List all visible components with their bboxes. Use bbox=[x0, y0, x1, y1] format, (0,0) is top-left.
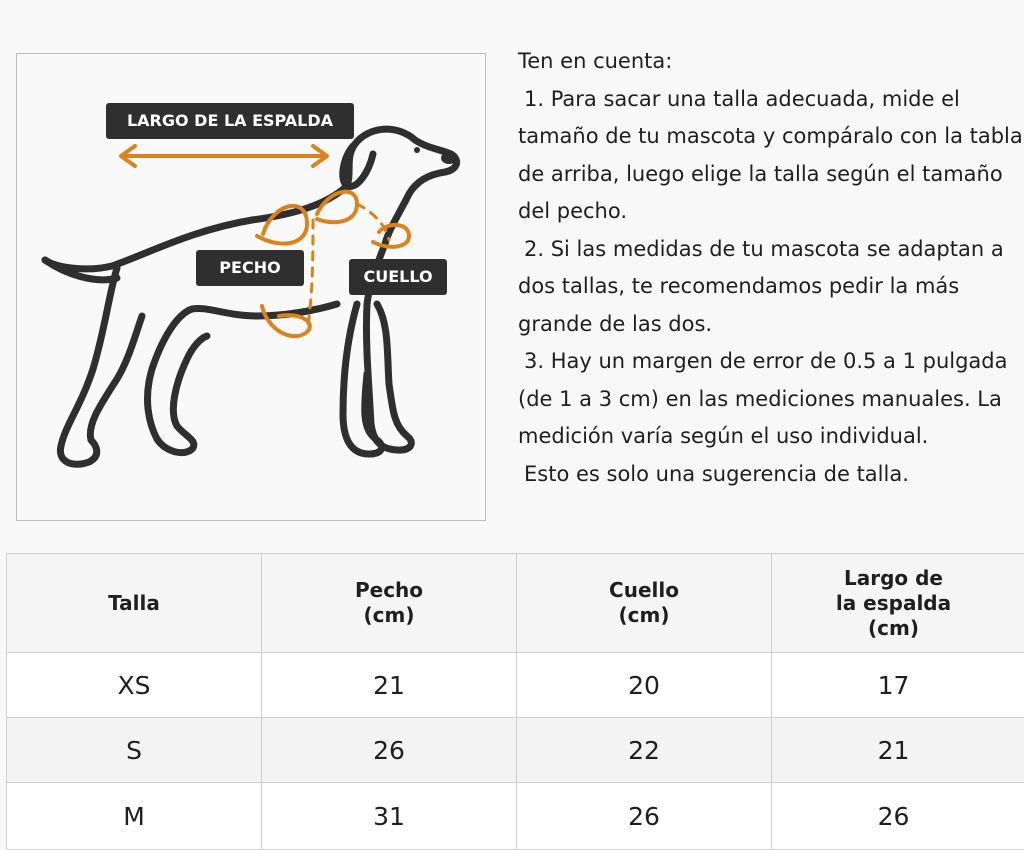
dog-nose bbox=[441, 152, 457, 164]
cell-back-length: 21 bbox=[772, 718, 1024, 783]
cell-back-length: 26 bbox=[772, 783, 1024, 850]
cell-size: S bbox=[7, 718, 262, 783]
cell-neck: 22 bbox=[517, 718, 772, 783]
neck-dashed-line bbox=[357, 204, 389, 240]
header-size: Talla bbox=[7, 554, 262, 653]
cell-size: M bbox=[7, 783, 262, 850]
size-notes: Ten en cuenta: 1. Para sacar una talla a… bbox=[518, 43, 1024, 493]
cell-chest: 31 bbox=[262, 783, 517, 850]
notes-footer: Esto es solo una sugerencia de talla. bbox=[518, 456, 1024, 494]
size-chart-table: Talla Pecho (cm) Cuello (cm) Largo de la… bbox=[6, 553, 1024, 850]
table-header-row: Talla Pecho (cm) Cuello (cm) Largo de la… bbox=[7, 554, 1024, 653]
header-back-length: Largo de la espalda (cm) bbox=[772, 554, 1024, 653]
cell-back-length: 17 bbox=[772, 653, 1024, 718]
table-row: XS 21 20 17 bbox=[7, 653, 1024, 718]
dog-eye bbox=[414, 147, 420, 153]
note-item-3: 3. Hay un margen de error de 0.5 a 1 pul… bbox=[518, 343, 1024, 456]
table-row: M 31 26 26 bbox=[7, 783, 1024, 850]
chest-dashed-line bbox=[307, 220, 313, 332]
chest-label: PECHO bbox=[196, 250, 304, 286]
cell-chest: 26 bbox=[262, 718, 517, 783]
notes-heading: Ten en cuenta: bbox=[518, 43, 1024, 81]
note-text-3: 3. Hay un margen de error de 0.5 a 1 pul… bbox=[518, 349, 1007, 448]
neck-label: CUELLO bbox=[349, 259, 447, 295]
header-neck: Cuello (cm) bbox=[517, 554, 772, 653]
cell-chest: 21 bbox=[262, 653, 517, 718]
table-row: S 26 22 21 bbox=[7, 718, 1024, 783]
note-text-2: 2. Si las medidas de tu mascota se adapt… bbox=[518, 237, 1004, 336]
note-item-2: 2. Si las medidas de tu mascota se adapt… bbox=[518, 231, 1024, 344]
cell-size: XS bbox=[7, 653, 262, 718]
note-text-1: 1. Para sacar una talla adecuada, mide e… bbox=[518, 87, 1023, 224]
dog-measurement-diagram: LARGO DE LA ESPALDA PECHO CUELLO bbox=[16, 53, 486, 521]
note-item-1: 1. Para sacar una talla adecuada, mide e… bbox=[518, 81, 1024, 231]
cell-neck: 26 bbox=[517, 783, 772, 850]
cell-neck: 20 bbox=[517, 653, 772, 718]
back-length-label: LARGO DE LA ESPALDA bbox=[106, 103, 354, 139]
header-chest: Pecho (cm) bbox=[262, 554, 517, 653]
dog-hind-leg bbox=[60, 268, 142, 464]
